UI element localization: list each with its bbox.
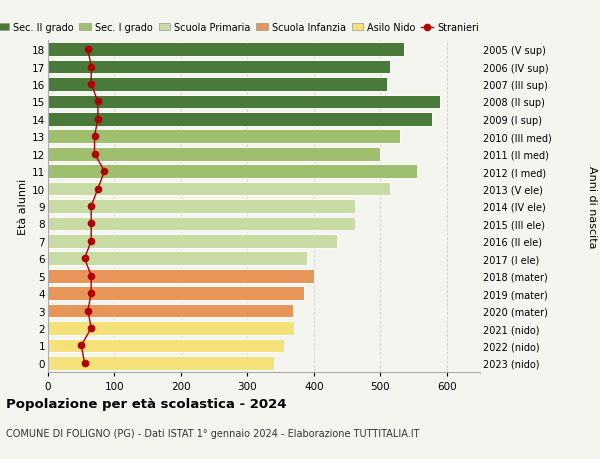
Bar — [48, 165, 417, 179]
Y-axis label: Età alunni: Età alunni — [18, 179, 28, 235]
Bar — [48, 217, 355, 231]
Bar — [48, 252, 307, 265]
Bar — [48, 78, 387, 92]
Bar — [48, 339, 284, 353]
Bar — [48, 148, 380, 161]
Bar — [48, 113, 432, 126]
Bar — [48, 356, 274, 370]
Bar — [48, 287, 304, 300]
Bar — [48, 130, 400, 144]
Bar — [48, 321, 294, 335]
Text: Anni di nascita: Anni di nascita — [587, 165, 597, 248]
Bar — [48, 182, 390, 196]
Text: COMUNE DI FOLIGNO (PG) - Dati ISTAT 1° gennaio 2024 - Elaborazione TUTTITALIA.IT: COMUNE DI FOLIGNO (PG) - Dati ISTAT 1° g… — [6, 428, 419, 438]
Text: Popolazione per età scolastica - 2024: Popolazione per età scolastica - 2024 — [6, 397, 287, 410]
Bar — [48, 200, 355, 213]
Bar — [48, 61, 390, 74]
Bar — [48, 269, 314, 283]
Bar — [48, 95, 440, 109]
Bar — [48, 304, 293, 318]
Legend: Sec. II grado, Sec. I grado, Scuola Primaria, Scuola Infanzia, Asilo Nido, Stran: Sec. II grado, Sec. I grado, Scuola Prim… — [0, 23, 479, 33]
Bar — [48, 43, 404, 57]
Bar — [48, 235, 337, 248]
